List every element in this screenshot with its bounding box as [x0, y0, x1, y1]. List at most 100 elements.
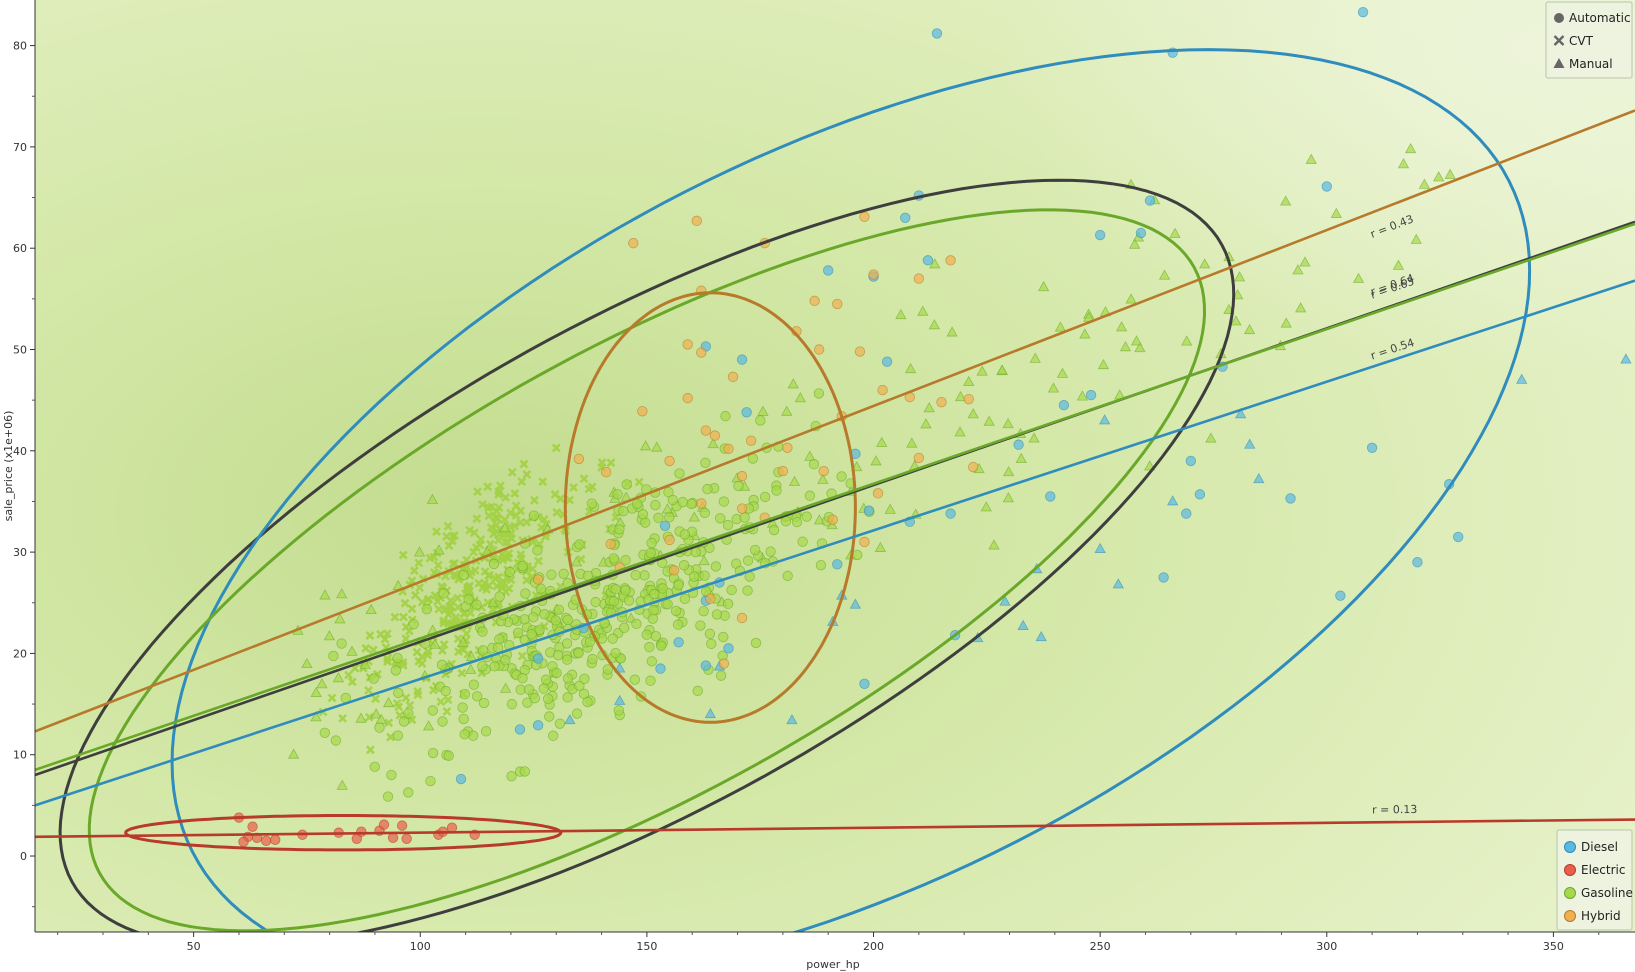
- hybrid-point: [736, 503, 748, 514]
- gasoline-point: [739, 512, 750, 523]
- gasoline-point: [1125, 293, 1137, 304]
- gasoline-point: [562, 673, 574, 684]
- gasoline-point: [512, 627, 524, 638]
- gasoline-point: [710, 561, 722, 572]
- gasoline-point: [1299, 256, 1311, 267]
- gasoline-point: [532, 545, 543, 556]
- gasoline-point: [457, 668, 467, 678]
- gasoline-point: [620, 585, 631, 596]
- gasoline-point: [506, 770, 517, 782]
- gasoline-point: [1397, 158, 1410, 169]
- diesel-point: [900, 212, 911, 224]
- hybrid-point: [859, 211, 870, 222]
- diesel-point: [931, 28, 943, 39]
- diesel-swatch: [1564, 841, 1576, 853]
- diesel-point: [741, 407, 752, 418]
- gasoline-point: [663, 486, 674, 498]
- gasoline-point: [520, 588, 531, 599]
- gasoline-point: [500, 655, 511, 666]
- gasoline-point: [645, 675, 656, 686]
- gasoline-point: [439, 616, 448, 626]
- gasoline-point: [400, 598, 410, 608]
- gasoline-point: [895, 308, 907, 320]
- hybrid-point: [668, 565, 680, 576]
- gasoline-point: [427, 705, 438, 716]
- gasoline-point: [771, 485, 782, 496]
- gasoline-point: [347, 677, 357, 687]
- gasoline-point: [336, 779, 348, 790]
- gasoline-point: [667, 494, 678, 506]
- hybrid-point: [705, 593, 716, 604]
- gasoline-point: [1134, 341, 1146, 353]
- diesel-point: [1045, 491, 1056, 502]
- gasoline-point: [608, 553, 620, 564]
- gasoline-point: [620, 555, 631, 566]
- gasoline-point: [1169, 227, 1181, 238]
- gasoline-point: [323, 630, 336, 641]
- gasoline-point: [438, 588, 449, 599]
- gasoline-point: [472, 514, 482, 524]
- gasoline-point: [742, 555, 754, 566]
- gasoline-point: [538, 683, 549, 694]
- gasoline-point: [641, 629, 652, 640]
- gasoline-point: [1002, 417, 1014, 429]
- hybrid-regression: [35, 109, 1635, 733]
- gasoline-point: [695, 620, 706, 631]
- gasoline-point: [755, 415, 766, 426]
- gasoline-point: [653, 512, 664, 524]
- gasoline-point: [436, 697, 446, 707]
- diesel-point: [1094, 229, 1106, 241]
- gasoline-point: [707, 437, 719, 449]
- gasoline-point: [517, 651, 527, 661]
- gasoline-point: [529, 495, 539, 505]
- gasoline-point: [610, 584, 621, 595]
- gasoline-point: [768, 524, 780, 536]
- gasoline-point: [742, 585, 753, 596]
- x-tick-label: 100: [410, 940, 431, 953]
- y-tick-label: 50: [13, 344, 27, 357]
- gasoline-point: [390, 612, 400, 622]
- diesel-ellipse: [170, 48, 1532, 932]
- hybrid-point: [963, 393, 974, 405]
- diesel-point: [1357, 6, 1369, 18]
- gasoline-point: [443, 750, 454, 761]
- legend-hybrid: Hybrid: [1581, 909, 1621, 923]
- legend-diesel: Diesel: [1581, 840, 1618, 854]
- y-tick-label: 60: [13, 242, 27, 255]
- gasoline-point: [436, 659, 448, 671]
- gasoline-point: [413, 687, 423, 696]
- gasoline-point: [759, 491, 771, 503]
- gasoline-point: [450, 558, 460, 568]
- gasoline-point: [954, 426, 966, 437]
- gasoline-point: [465, 650, 478, 662]
- gasoline-point: [1392, 259, 1405, 270]
- gasoline-point: [453, 602, 463, 612]
- diesel-point: [1285, 493, 1296, 504]
- gasoline-point: [612, 489, 623, 500]
- gasoline-point: [749, 544, 761, 556]
- diesel-point: [564, 713, 576, 725]
- gasoline-point: [459, 689, 471, 700]
- hybrid-point: [718, 658, 730, 669]
- gasoline-point: [471, 543, 481, 553]
- gasoline-point: [967, 408, 979, 419]
- gasoline-point: [485, 539, 495, 549]
- gasoline-point: [817, 473, 829, 484]
- gasoline-point: [390, 665, 401, 676]
- gasoline-point: [726, 584, 737, 596]
- diesel-point: [786, 713, 798, 725]
- gasoline-point: [380, 634, 390, 644]
- gasoline-point: [733, 480, 744, 492]
- gasoline-point: [1205, 432, 1217, 443]
- gasoline-point: [1119, 341, 1132, 352]
- gasoline-point: [544, 711, 555, 722]
- gasoline-point: [672, 619, 684, 630]
- gasoline-point: [478, 500, 487, 509]
- diesel-point: [1167, 495, 1179, 506]
- gasoline-point: [413, 546, 426, 557]
- gasoline-point: [698, 554, 710, 566]
- gasoline-point: [517, 560, 528, 572]
- gasoline-point: [579, 673, 590, 685]
- gasoline-point: [562, 692, 573, 703]
- gasoline-point: [501, 537, 510, 547]
